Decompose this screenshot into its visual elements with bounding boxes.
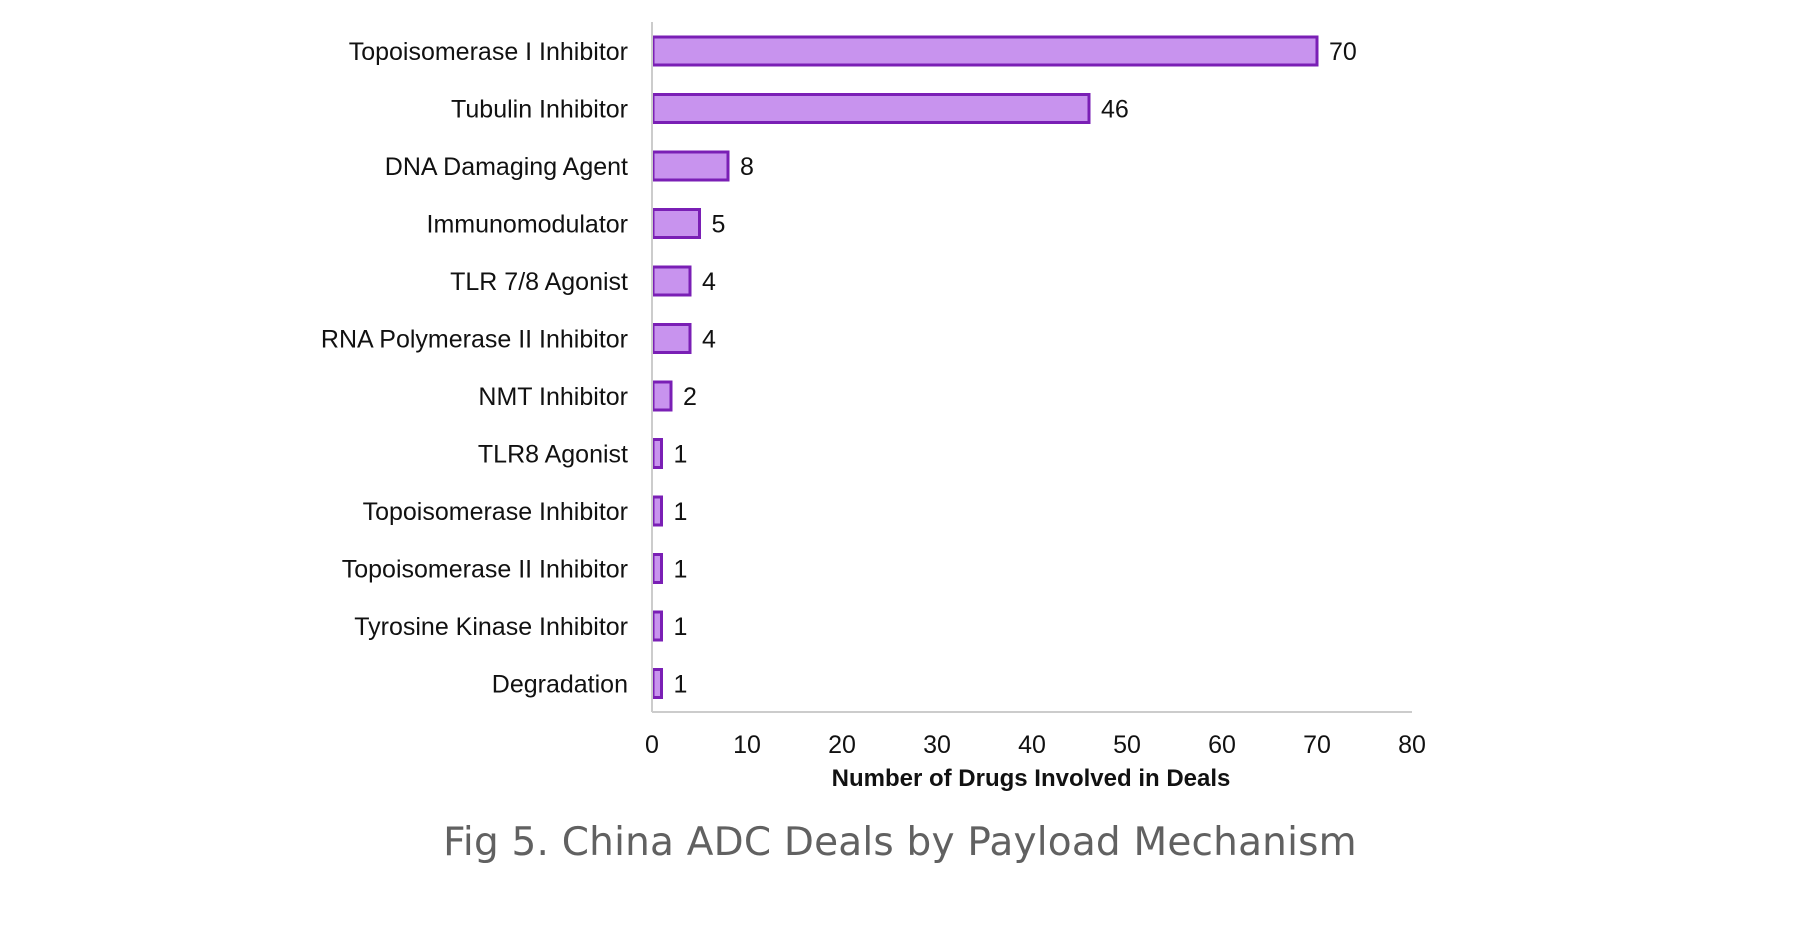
bar (651, 35, 1319, 67)
x-tick-label: 50 (1113, 731, 1141, 759)
bar (651, 93, 1091, 124)
category-label: RNA Polymerase II Inhibitor (321, 326, 628, 354)
data-label: 8 (740, 153, 754, 181)
category-label: Tyrosine Kinase Inhibitor (354, 613, 628, 641)
category-label: Topoisomerase I Inhibitor (349, 38, 628, 66)
chart: Topoisomerase I Inhibitor Tubulin Inhibit… (321, 22, 1426, 792)
category-label: TLR8 Agonist (478, 441, 628, 469)
x-tick-label: 40 (1018, 731, 1046, 759)
category-label: Degradation (492, 671, 628, 699)
bar (651, 438, 663, 469)
category-label: Tubulin Inhibitor (451, 96, 628, 124)
x-tick-label: 0 (645, 731, 659, 759)
category-label: Topoisomerase II Inhibitor (342, 556, 628, 584)
category-label: NMT Inhibitor (478, 383, 628, 411)
figure-caption: Fig 5. China ADC Deals by Payload Mechan… (443, 820, 1357, 865)
category-label: Immunomodulator (427, 211, 628, 239)
data-label: 46 (1101, 96, 1129, 124)
data-label: 4 (702, 268, 716, 296)
bar-chart-svg: Topoisomerase I Inhibitor Tubulin Inhibit… (321, 22, 1426, 792)
category-label: TLR 7/8 Agonist (450, 268, 628, 296)
category-label: DNA Damaging Agent (385, 153, 628, 181)
data-label: 2 (683, 383, 697, 411)
data-label: 4 (702, 326, 716, 354)
category-label: Topoisomerase Inhibitor (363, 498, 628, 526)
bar (651, 208, 701, 239)
data-label: 1 (674, 441, 688, 469)
data-labels-group: 70 46 8 5 4 4 2 1 1 1 1 1 (674, 38, 1357, 699)
x-tick-label: 10 (733, 731, 761, 759)
x-tick-label: 30 (923, 731, 951, 759)
x-tick-label: 20 (828, 731, 856, 759)
bar (651, 265, 692, 297)
category-labels-group: Topoisomerase I Inhibitor Tubulin Inhibit… (321, 38, 628, 699)
data-label: 70 (1329, 38, 1357, 66)
x-axis-title: Number of Drugs Involved in Deals (832, 765, 1231, 792)
data-label: 1 (674, 556, 688, 584)
bar (651, 150, 730, 182)
x-tick-label: 60 (1208, 731, 1236, 759)
bar (651, 668, 663, 699)
data-label: 5 (712, 211, 726, 239)
bar (651, 610, 663, 642)
bar (651, 380, 673, 412)
axes-group (651, 22, 1412, 713)
x-tick-label: 70 (1303, 731, 1331, 759)
tick-labels-group: 0 10 20 30 40 50 60 70 80 (645, 731, 1426, 759)
data-label: 1 (674, 613, 688, 641)
bar (651, 323, 692, 354)
bar (651, 553, 663, 584)
data-label: 1 (674, 671, 688, 699)
bars-group (651, 35, 1319, 699)
bar (651, 495, 663, 527)
data-label: 1 (674, 498, 688, 526)
x-tick-label: 80 (1398, 731, 1426, 759)
